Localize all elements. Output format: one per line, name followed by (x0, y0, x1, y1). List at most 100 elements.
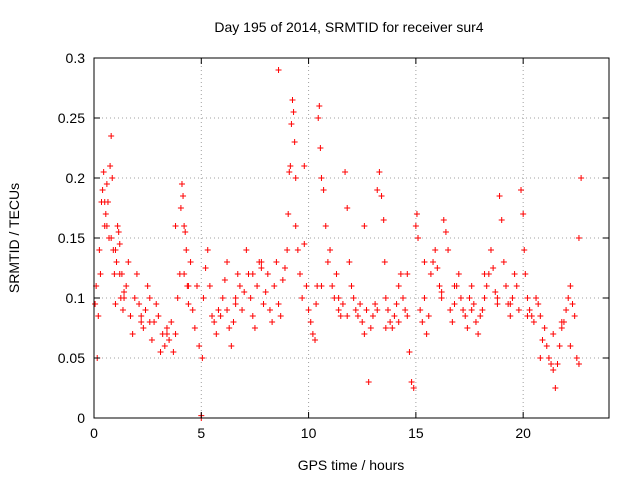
data-point (369, 313, 376, 319)
data-point (138, 319, 145, 325)
data-point (125, 259, 132, 265)
data-point (412, 223, 419, 229)
data-point (395, 283, 402, 289)
data-point (292, 223, 299, 229)
data-point (503, 283, 509, 289)
data-point (380, 217, 387, 223)
data-point (421, 295, 428, 301)
data-point (417, 307, 424, 313)
data-point (381, 259, 388, 265)
data-point (275, 301, 282, 307)
data-point (191, 325, 198, 331)
data-point (112, 247, 119, 253)
data-point (211, 319, 218, 325)
data-point (350, 295, 357, 301)
data-point (573, 355, 580, 361)
data-point (451, 283, 458, 289)
data-point (185, 283, 192, 289)
data-point (339, 301, 346, 307)
y-tick-label: 0.05 (58, 350, 85, 366)
data-point (395, 319, 402, 325)
data-point (318, 283, 325, 289)
data-point (575, 361, 582, 367)
data-point (518, 187, 525, 193)
data-point (96, 247, 103, 253)
data-point (224, 307, 231, 313)
data-point (543, 343, 550, 349)
data-point (273, 259, 280, 265)
data-point (348, 283, 355, 289)
data-point (487, 247, 494, 253)
data-point (550, 331, 557, 337)
data-point (490, 265, 497, 271)
data-point (115, 229, 122, 235)
data-point (492, 289, 499, 295)
data-point (425, 313, 432, 319)
data-point (109, 175, 116, 181)
data-point (108, 235, 115, 241)
data-point (477, 313, 484, 319)
data-point (578, 175, 585, 181)
y-tick-label: 0.25 (58, 110, 85, 126)
data-point (462, 313, 469, 319)
data-point (344, 205, 351, 211)
x-tick-label: 10 (301, 425, 317, 441)
data-point (247, 295, 254, 301)
data-point (196, 343, 203, 349)
data-point (335, 295, 342, 301)
data-point (449, 319, 456, 325)
data-point (468, 307, 475, 313)
x-tick-label: 5 (197, 425, 205, 441)
data-point (472, 319, 479, 325)
data-point (539, 337, 546, 343)
data-point (455, 271, 462, 277)
data-point (284, 247, 291, 253)
data-point (530, 319, 537, 325)
data-point (346, 259, 353, 265)
data-point (144, 283, 151, 289)
data-point (481, 295, 488, 301)
data-point (204, 247, 211, 253)
data-point (521, 247, 528, 253)
data-point (520, 211, 527, 217)
chart-title: Day 195 of 2014, SRMTID for receiver sur… (214, 19, 483, 35)
data-point (127, 313, 134, 319)
data-point (554, 361, 561, 367)
x-axis-label: GPS time / hours (298, 457, 405, 473)
data-point (113, 259, 120, 265)
data-point (161, 343, 168, 349)
data-point (513, 283, 520, 289)
data-point (406, 349, 413, 355)
data-point (202, 265, 209, 271)
data-point (457, 295, 464, 301)
data-point (112, 301, 119, 307)
data-point (249, 271, 256, 277)
data-point (507, 313, 514, 319)
data-point (367, 325, 374, 331)
data-point (389, 325, 396, 331)
data-point (327, 247, 334, 253)
data-point (548, 361, 555, 367)
data-point (526, 307, 533, 313)
data-point (413, 211, 420, 217)
data-point (285, 211, 292, 217)
data-point (107, 163, 114, 169)
data-point (498, 217, 505, 223)
data-point (565, 295, 572, 301)
data-point (404, 271, 411, 277)
data-point (382, 295, 389, 301)
data-point (384, 307, 391, 313)
data-point (95, 313, 102, 319)
data-point (199, 355, 206, 361)
data-point (537, 313, 544, 319)
data-point (258, 259, 265, 265)
data-point (121, 289, 128, 295)
data-point (102, 211, 109, 217)
data-point (430, 259, 437, 265)
data-point (344, 313, 351, 319)
y-tick-label: 0 (77, 410, 85, 426)
data-point (558, 319, 565, 325)
data-point (140, 325, 147, 331)
data-point (146, 295, 153, 301)
data-point (111, 271, 118, 277)
